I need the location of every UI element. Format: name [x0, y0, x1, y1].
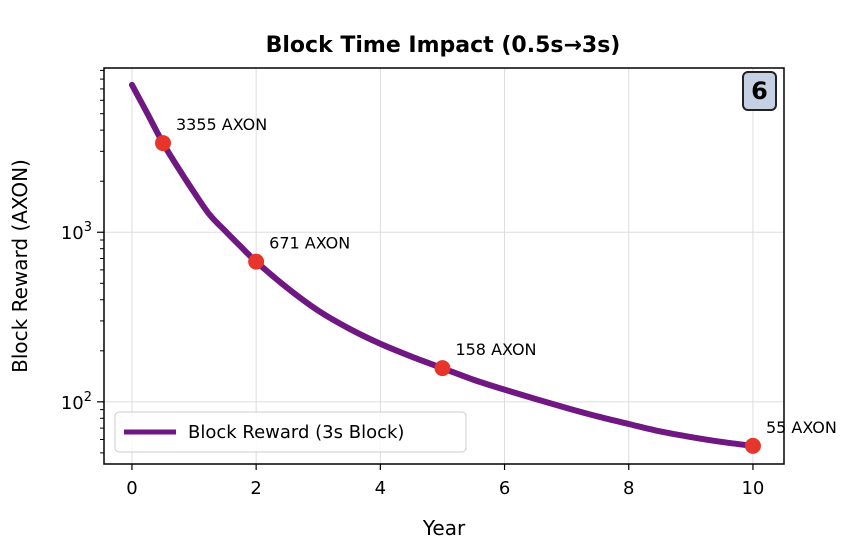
- y-axis-label: Block Reward (AXON): [8, 159, 32, 373]
- data-point-label: 55 AXON: [766, 418, 837, 437]
- y-tick-label: 103: [61, 220, 92, 244]
- data-point-label: 671 AXON: [269, 234, 350, 253]
- x-tick-label: 4: [375, 478, 386, 499]
- data-point-label: 3355 AXON: [176, 115, 267, 134]
- chart-title: Block Time Impact (0.5s→3s): [266, 33, 621, 58]
- x-tick-label: 2: [250, 478, 261, 499]
- data-point-label: 158 AXON: [455, 340, 536, 359]
- panel-badge: 6: [742, 71, 777, 111]
- data-point-marker: [744, 437, 761, 454]
- data-point-marker: [248, 253, 265, 270]
- plot-frame: [103, 67, 785, 465]
- legend: Block Reward (3s Block): [114, 411, 467, 453]
- x-tick-label: 6: [499, 478, 510, 499]
- x-tick-label: 0: [126, 478, 137, 499]
- badge-box: [742, 71, 777, 111]
- data-point-marker: [154, 135, 171, 152]
- data-point-marker: [434, 360, 451, 377]
- grid: [104, 68, 784, 464]
- marker-layer: [154, 135, 761, 454]
- badge-label: 6: [751, 77, 768, 105]
- x-tick-label: 8: [623, 478, 634, 499]
- series-layer: [128, 81, 756, 449]
- x-tick-label: 10: [741, 478, 764, 499]
- legend-label: Block Reward (3s Block): [188, 422, 404, 443]
- series-line-block-reward: [128, 81, 756, 449]
- x-axis-label: Year: [422, 516, 466, 540]
- legend-box: [114, 411, 467, 453]
- y-tick-label: 102: [61, 390, 92, 414]
- tick-layer: 0 2 4 6 8 10 102 103: [61, 69, 764, 499]
